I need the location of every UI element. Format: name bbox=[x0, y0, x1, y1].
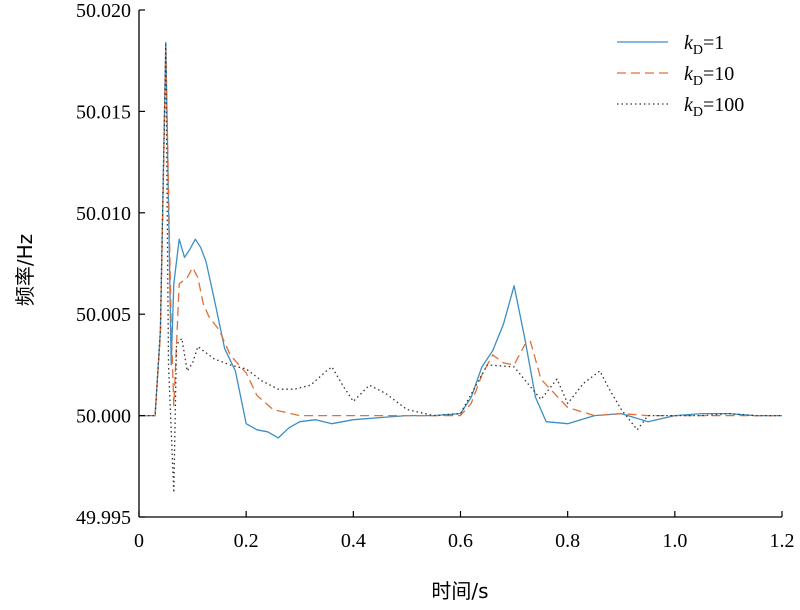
legend-label-subscript: D bbox=[693, 43, 703, 58]
y-tick-label: 50.015 bbox=[76, 101, 131, 123]
x-tick-label: 0.6 bbox=[448, 530, 473, 552]
legend-label-value: =10 bbox=[703, 63, 734, 85]
series-line-1 bbox=[139, 49, 782, 417]
legend-label-main: k bbox=[684, 32, 694, 54]
x-tick-label: 0.4 bbox=[341, 530, 366, 552]
x-tick-label: 0.2 bbox=[234, 530, 259, 552]
y-tick-label: 50.005 bbox=[76, 304, 131, 326]
legend-label-0: kD=1 bbox=[684, 32, 724, 58]
legend-label-1: kD=10 bbox=[684, 63, 734, 89]
series-line-0 bbox=[139, 41, 782, 439]
legend-label-main: k bbox=[684, 94, 694, 116]
x-axis-title: 时间/s bbox=[431, 579, 488, 603]
y-tick-label: 50.020 bbox=[76, 0, 131, 22]
legend-label-value: =1 bbox=[703, 32, 724, 54]
y-tick-label: 50.010 bbox=[76, 203, 131, 225]
y-tick-label: 50.000 bbox=[76, 406, 131, 428]
x-tick-label: 0.8 bbox=[555, 530, 580, 552]
legend-label-subscript: D bbox=[693, 74, 703, 89]
y-ticks: 49.995 50.000 50.005 50.010 50.015 50.020 bbox=[76, 0, 145, 529]
axes bbox=[138, 10, 782, 518]
plot-lines bbox=[139, 41, 782, 494]
x-tick-label: 1.0 bbox=[662, 530, 687, 552]
legend-label-main: k bbox=[684, 63, 694, 85]
x-tick-label: 1.2 bbox=[770, 530, 795, 552]
legend-label-subscript: D bbox=[693, 105, 703, 120]
y-tick-label: 49.995 bbox=[76, 507, 131, 529]
x-tick-label: 0 bbox=[134, 530, 144, 552]
legend-label-value: =100 bbox=[703, 94, 744, 116]
x-ticks: 0 0.2 0.4 0.6 0.8 1.0 1.2 bbox=[134, 511, 795, 552]
legend-label-2: kD=100 bbox=[684, 94, 744, 120]
y-axis-title: 频率/Hz bbox=[13, 234, 37, 306]
